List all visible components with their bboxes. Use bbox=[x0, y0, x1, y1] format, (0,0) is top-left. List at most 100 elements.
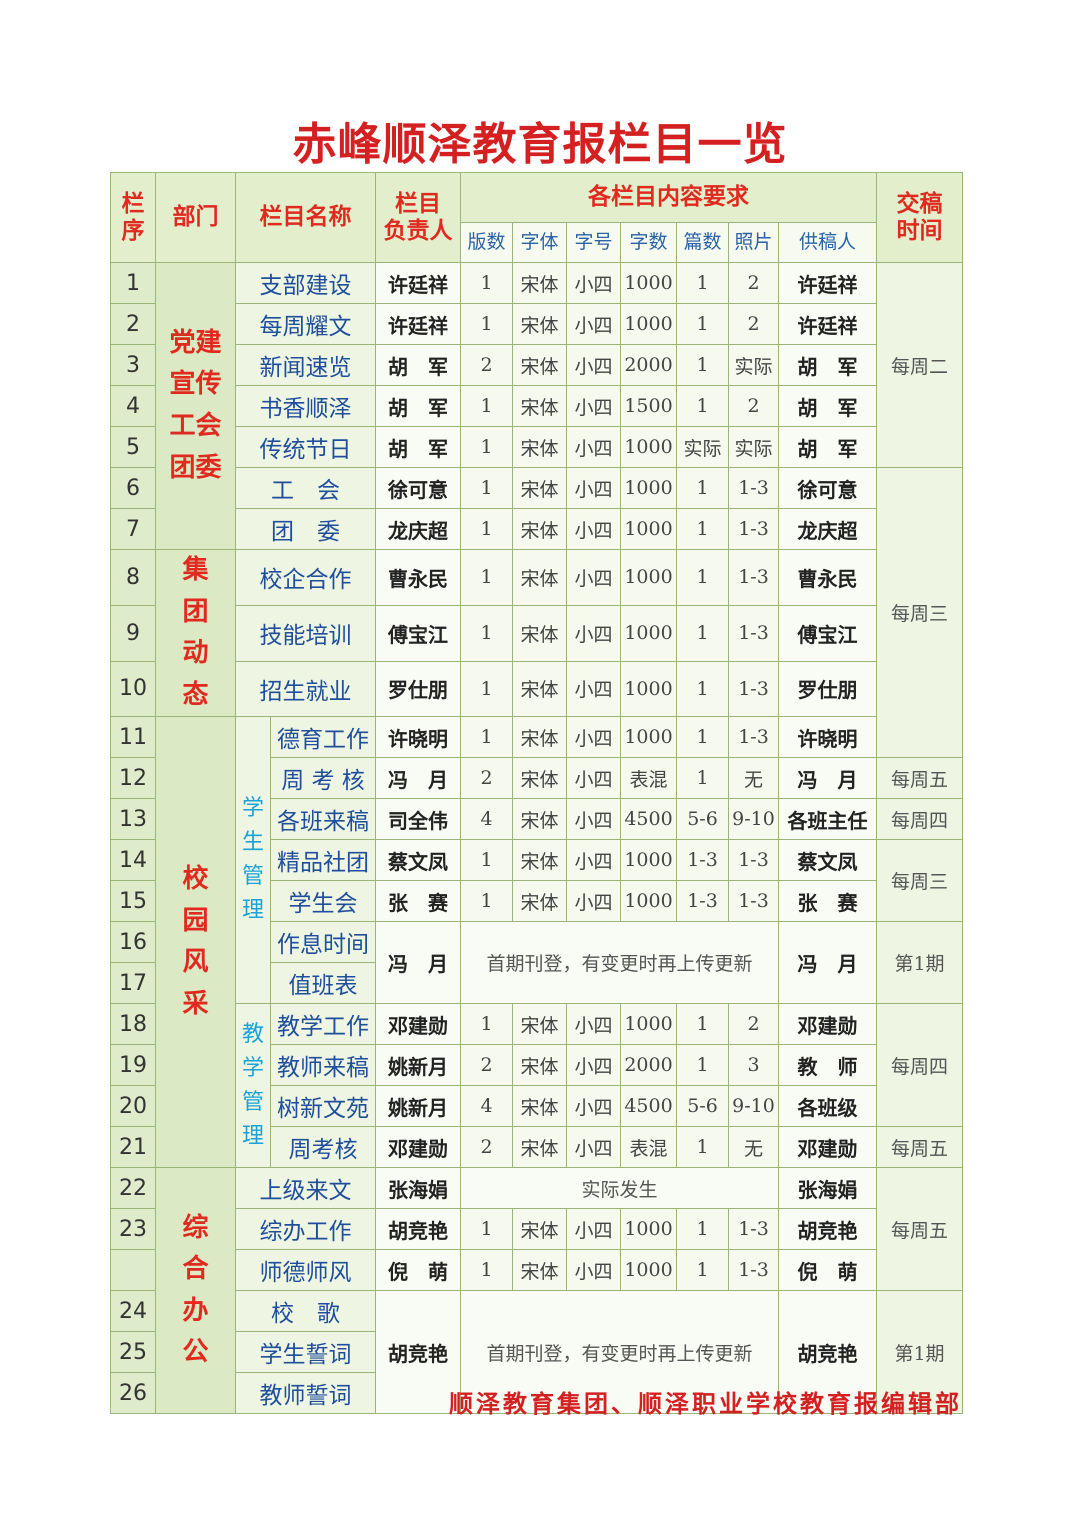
column-name: 德育工作 bbox=[270, 716, 376, 759]
supplier: 冯 月 bbox=[777, 921, 878, 1005]
column-name: 工 会 bbox=[235, 467, 376, 509]
spec-font: 宋体 bbox=[512, 426, 567, 468]
spec-font-size: 小四 bbox=[566, 757, 621, 800]
spec-photos: 1-3 bbox=[728, 1249, 779, 1292]
spec-pages: 1 bbox=[460, 1208, 513, 1251]
row-number bbox=[110, 1249, 156, 1292]
spec-word-count: 4500 bbox=[620, 798, 677, 841]
spec-word-count: 1000 bbox=[620, 262, 677, 304]
spec-font-size: 小四 bbox=[566, 604, 621, 662]
table-row: 13 各班来稿 司全伟 4 宋体 小四 4500 5-6 9-10 各班主任 每周四 bbox=[110, 798, 964, 841]
supplier: 傅宝江 bbox=[777, 604, 878, 662]
column-lead: 姚新月 bbox=[375, 1044, 461, 1087]
spec-photos: 1-3 bbox=[728, 716, 779, 759]
spec-photos: 1-3 bbox=[728, 660, 779, 718]
spec-font: 宋体 bbox=[512, 604, 567, 662]
spec-font: 宋体 bbox=[512, 660, 567, 718]
spec-word-count: 2000 bbox=[620, 344, 677, 386]
spec-font: 宋体 bbox=[512, 880, 567, 923]
content-note: 首期刊登，有变更时再上传更新 bbox=[460, 1290, 779, 1415]
column-name: 校企合作 bbox=[235, 549, 376, 606]
column-name: 教师来稿 bbox=[270, 1044, 376, 1087]
submission-time: 每周二 bbox=[876, 262, 964, 468]
submission-time: 第1期 bbox=[876, 921, 964, 1005]
spec-word-count: 4500 bbox=[620, 1085, 677, 1128]
subheader-1: 字体 bbox=[512, 222, 567, 263]
spec-font: 宋体 bbox=[512, 344, 567, 386]
row-number: 16 bbox=[110, 921, 156, 964]
supplier: 胡 军 bbox=[777, 426, 878, 468]
spec-font-size: 小四 bbox=[566, 839, 621, 882]
spec-font: 宋体 bbox=[512, 1085, 567, 1128]
row-number: 18 bbox=[110, 1003, 156, 1046]
column-name: 精品社团 bbox=[270, 839, 376, 882]
table-row: 4 书香顺泽胡 军 1 宋体 小四 1500 1 2 胡 军 bbox=[110, 385, 963, 427]
spec-font-size: 小四 bbox=[566, 1085, 621, 1128]
spec-photos: 9-10 bbox=[728, 798, 779, 841]
spec-articles: 1 bbox=[676, 1044, 729, 1087]
column-name: 新闻速览 bbox=[235, 344, 376, 386]
column-lead: 许廷祥 bbox=[375, 262, 461, 304]
content-note: 实际发生 bbox=[460, 1167, 779, 1210]
supplier: 胡 军 bbox=[777, 344, 878, 386]
supplier: 许晓明 bbox=[777, 716, 878, 759]
spec-font: 宋体 bbox=[512, 1044, 567, 1087]
submission-time: 每周四 bbox=[876, 798, 964, 841]
spec-font: 宋体 bbox=[512, 1249, 567, 1292]
spec-font-size: 小四 bbox=[566, 549, 621, 606]
column-lead: 邓建勋 bbox=[375, 1003, 461, 1046]
column-name: 校 歌 bbox=[235, 1290, 376, 1333]
spec-word-count: 1500 bbox=[620, 385, 677, 427]
spec-font-size: 小四 bbox=[566, 1044, 621, 1087]
spec-articles: 5-6 bbox=[676, 1085, 729, 1128]
spec-word-count: 1000 bbox=[620, 1208, 677, 1251]
spec-word-count: 2000 bbox=[620, 1044, 677, 1087]
subheader-6: 供稿人 bbox=[777, 222, 878, 263]
spec-articles: 1-3 bbox=[676, 880, 729, 923]
spec-articles: 1 bbox=[676, 660, 729, 718]
row-number: 21 bbox=[110, 1126, 156, 1169]
spec-photos: 3 bbox=[728, 1044, 779, 1087]
spec-font-size: 小四 bbox=[566, 508, 621, 550]
spec-photos: 2 bbox=[728, 385, 779, 427]
spec-articles: 1-3 bbox=[676, 839, 729, 882]
row-number: 26 bbox=[110, 1372, 156, 1415]
column-lead: 姚新月 bbox=[375, 1085, 461, 1128]
spec-photos: 2 bbox=[728, 1003, 779, 1046]
header-name: 栏目名称 bbox=[235, 172, 376, 263]
column-lead: 胡 军 bbox=[375, 344, 461, 386]
submission-time: 每周五 bbox=[876, 1167, 964, 1292]
spec-word-count: 1000 bbox=[620, 426, 677, 468]
spec-font: 宋体 bbox=[512, 303, 567, 345]
row-number: 22 bbox=[110, 1167, 156, 1210]
subdepartment-cell: 学 生 管 理 bbox=[235, 716, 271, 1005]
spec-pages: 2 bbox=[460, 344, 513, 386]
supplier: 龙庆超 bbox=[777, 508, 878, 550]
spec-articles: 5-6 bbox=[676, 798, 729, 841]
spec-font: 宋体 bbox=[512, 757, 567, 800]
row-number: 9 bbox=[110, 604, 156, 662]
spec-pages: 1 bbox=[460, 426, 513, 468]
spec-pages: 1 bbox=[460, 549, 513, 606]
spec-pages: 1 bbox=[460, 604, 513, 662]
spec-word-count: 1000 bbox=[620, 1249, 677, 1292]
row-number: 3 bbox=[110, 344, 156, 386]
supplier: 胡竞艳 bbox=[777, 1208, 878, 1251]
column-lead: 冯 月 bbox=[375, 757, 461, 800]
spec-pages: 4 bbox=[460, 1085, 513, 1128]
supplier: 张 赛 bbox=[777, 880, 878, 923]
table-row: 3 新闻速览胡 军 2 宋体 小四 2000 1 实际胡 军 bbox=[110, 344, 963, 386]
subheader-4: 篇数 bbox=[676, 222, 729, 263]
row-number: 20 bbox=[110, 1085, 156, 1128]
spec-word-count: 1000 bbox=[620, 604, 677, 662]
spec-articles: 1 bbox=[676, 1003, 729, 1046]
column-name: 周 考 核 bbox=[270, 757, 376, 800]
submission-time: 每周三 bbox=[876, 839, 964, 923]
supplier: 胡 军 bbox=[777, 385, 878, 427]
column-name: 学生会 bbox=[270, 880, 376, 923]
header-requirements: 各栏目内容要求 bbox=[459, 172, 878, 223]
supplier: 罗仕朋 bbox=[777, 660, 878, 718]
spec-articles: 1 bbox=[676, 344, 729, 386]
